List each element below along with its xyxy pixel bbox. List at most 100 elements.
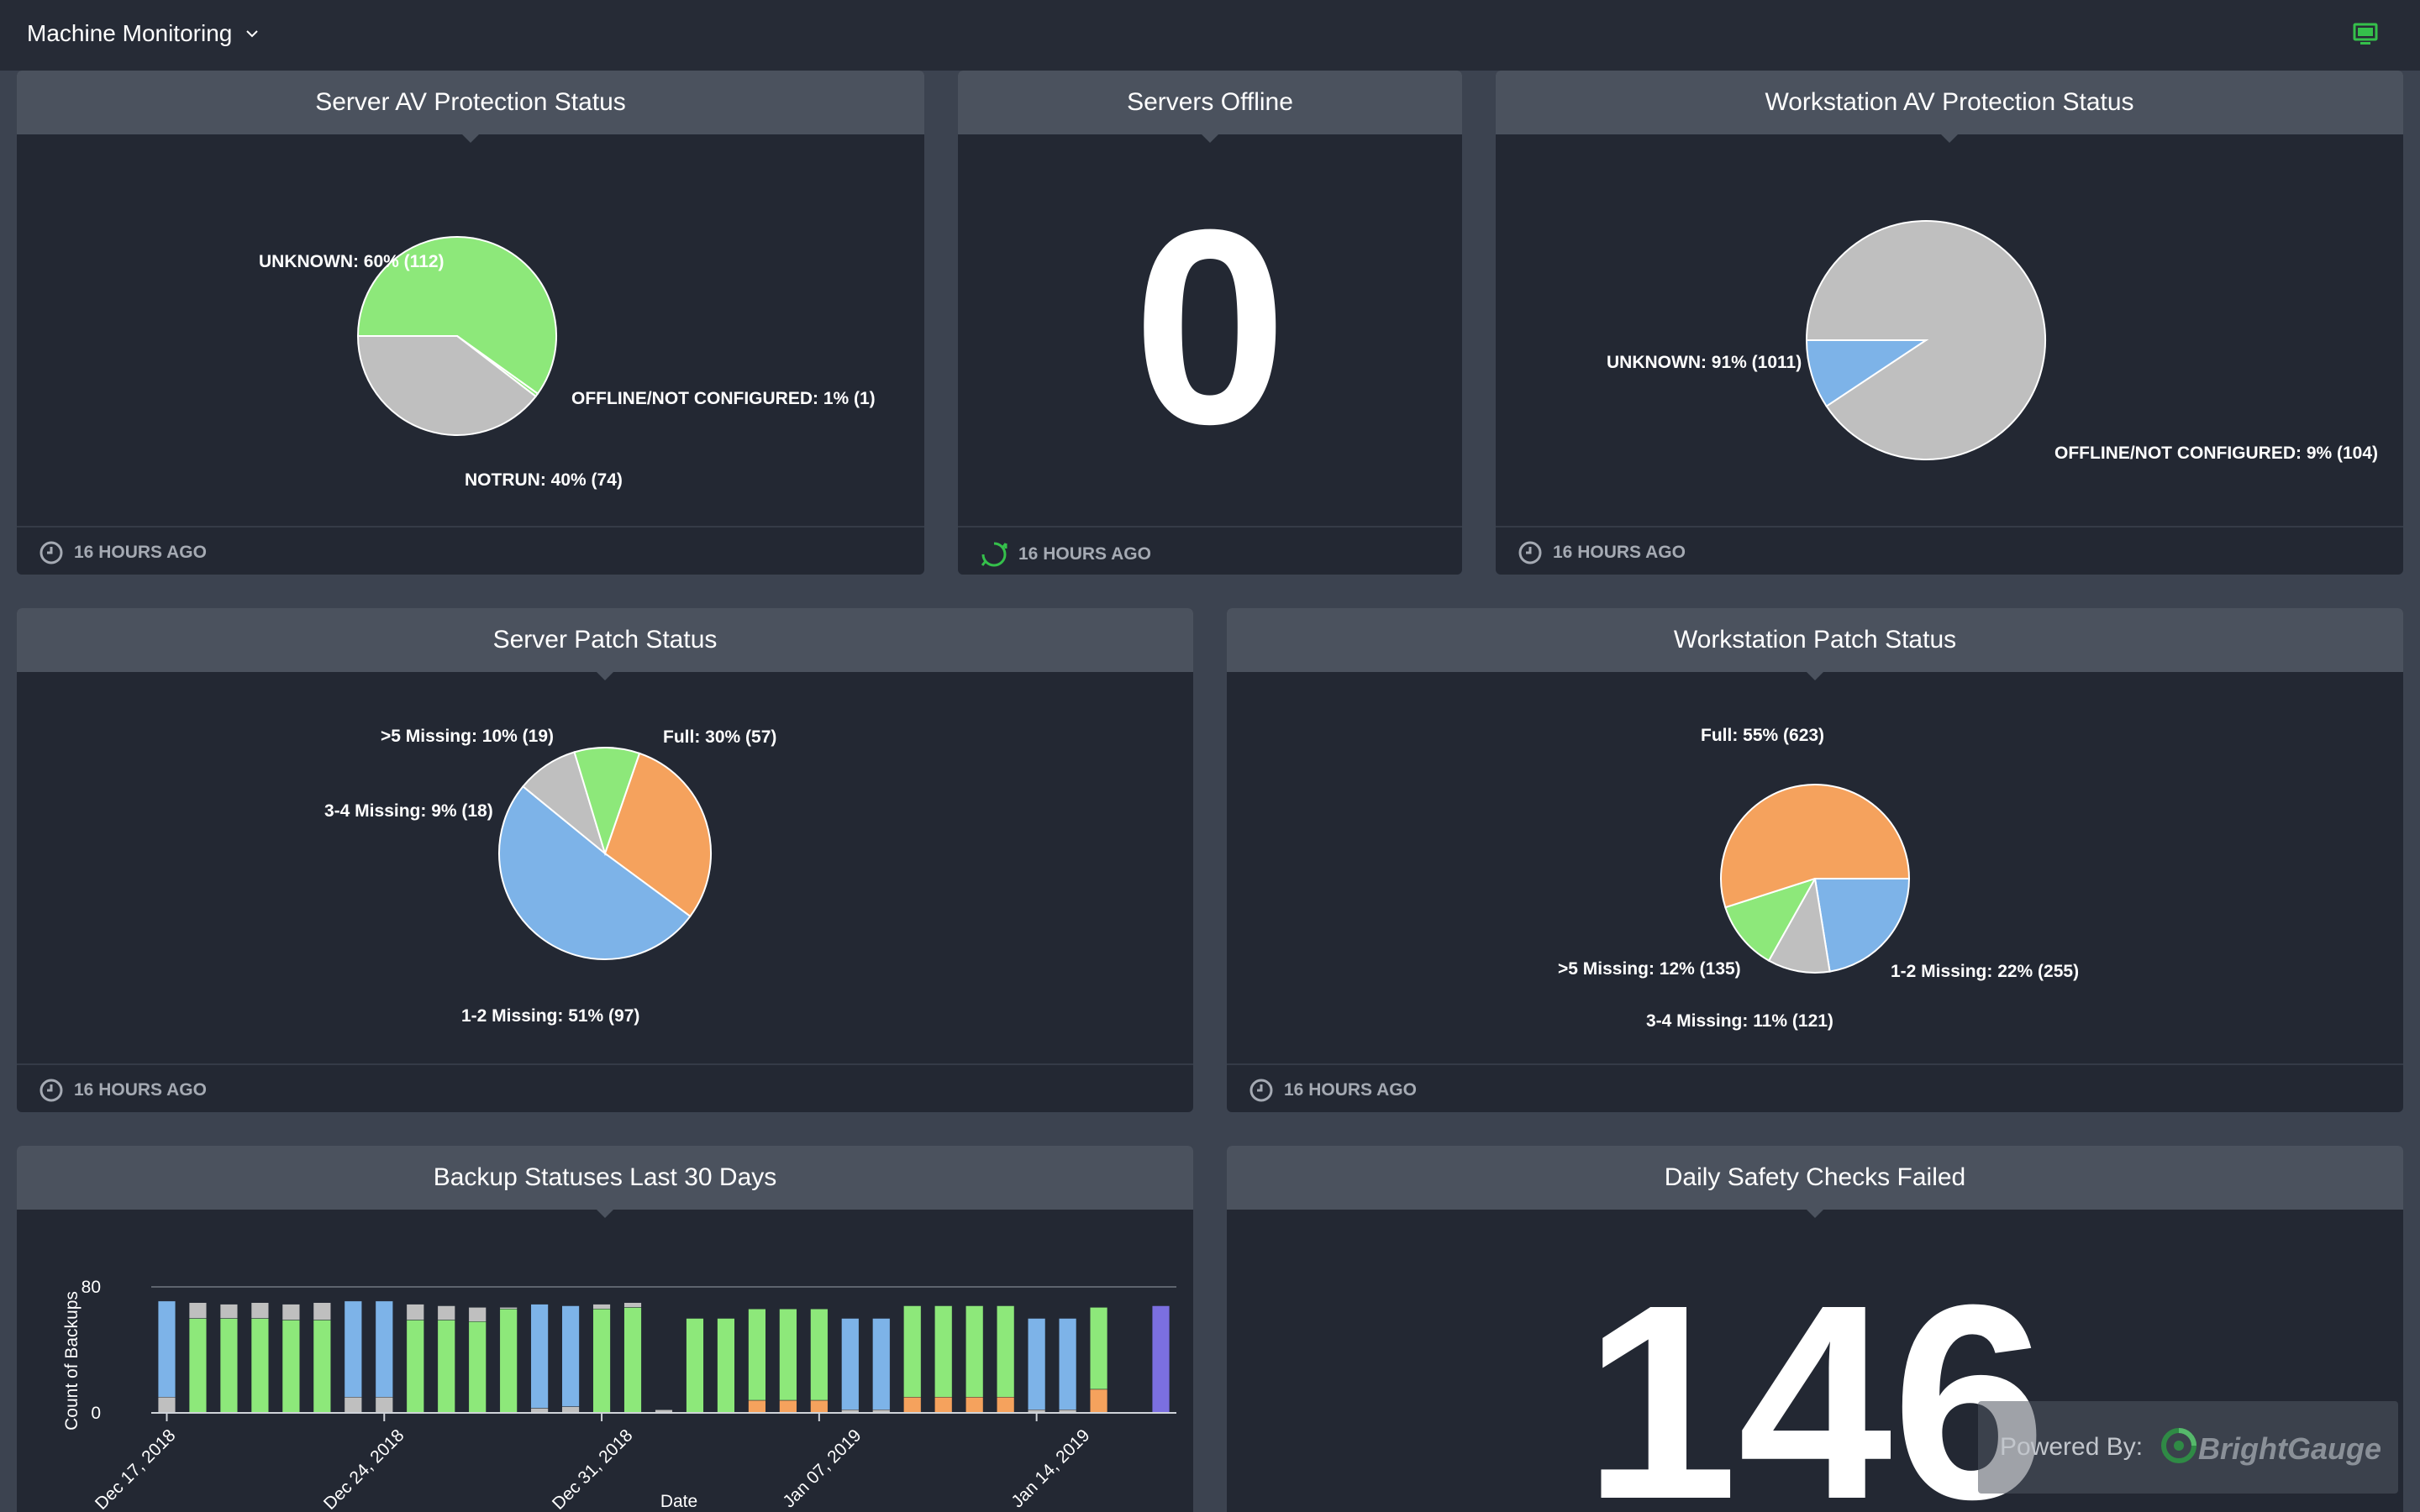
bar-segment[interactable] [872, 1318, 891, 1410]
bar-segment[interactable] [468, 1321, 487, 1414]
bar-segment[interactable] [561, 1305, 580, 1407]
bar-segment[interactable] [841, 1318, 860, 1410]
bar-segment[interactable] [1089, 1389, 1108, 1414]
pie-label-full: Full: 30% (57) [663, 727, 776, 747]
bar-segment[interactable] [157, 1300, 176, 1398]
bar-segment[interactable] [1028, 1318, 1046, 1410]
last-updated: 16 HOURS AGO [1553, 543, 1686, 562]
backup-status-card[interactable]: Backup Statuses Last 30 Days 80 0 Count … [17, 1146, 1193, 1512]
bar-segment[interactable] [623, 1307, 642, 1414]
bar-segment[interactable] [499, 1307, 518, 1310]
pie-label-offline: OFFLINE/NOT CONFIGURED: 1% (1) [571, 389, 876, 408]
bar-segment[interactable] [1059, 1318, 1077, 1410]
x-axis-label: Date [660, 1492, 697, 1511]
bar-segment[interactable] [997, 1305, 1015, 1398]
pie-slice-1-2-missing[interactable] [1813, 878, 1911, 973]
pie-slices [1805, 220, 2046, 460]
y-axis-label: Count of Backups [62, 1291, 82, 1431]
clock-icon [39, 541, 63, 564]
top-bar: Machine Monitoring [0, 0, 2420, 71]
pie-slice--5-missing[interactable] [573, 747, 641, 857]
bar-segment[interactable] [375, 1300, 393, 1398]
bar-segment[interactable] [188, 1318, 208, 1414]
bar-segment[interactable] [468, 1307, 487, 1322]
bar-segment[interactable] [344, 1397, 362, 1414]
bar-segment[interactable] [530, 1304, 549, 1409]
dashboard-selector[interactable]: Machine Monitoring [27, 20, 259, 47]
bar-segment[interactable] [934, 1305, 953, 1398]
bar-segment[interactable] [997, 1397, 1015, 1414]
bar-segment[interactable] [561, 1406, 580, 1414]
bar-segment[interactable] [592, 1309, 611, 1414]
bar-segment[interactable] [219, 1318, 239, 1414]
bar-segment[interactable] [686, 1318, 704, 1414]
pie-slice-notrun[interactable] [356, 335, 537, 436]
powered-by-badge[interactable]: Powered By: BrightGauge [1978, 1401, 2398, 1494]
clock-icon [1518, 541, 1542, 564]
x-tick-label: Dec 17, 2018 [92, 1425, 180, 1512]
bar-segment[interactable] [406, 1320, 424, 1414]
x-tick-label: Dec 24, 2018 [320, 1425, 408, 1512]
bar-segment[interactable] [313, 1302, 331, 1320]
bar-segment[interactable] [810, 1309, 829, 1401]
bar-segment[interactable] [623, 1302, 642, 1308]
card-title: Server AV Protection Status [17, 71, 924, 143]
bar-segment[interactable] [157, 1397, 176, 1414]
bar-segment[interactable] [903, 1305, 922, 1398]
bar-segment[interactable] [965, 1397, 984, 1414]
workstation-patch-card[interactable]: Workstation Patch Status Full: 55% (623)… [1227, 608, 2403, 1112]
pie-slice-full[interactable] [1720, 784, 1911, 909]
bar-segment[interactable] [903, 1397, 922, 1414]
card-title: Backup Statuses Last 30 Days [17, 1146, 1193, 1218]
safety-checks-value: 146 [1583, 1247, 2047, 1512]
bar-segment[interactable] [375, 1397, 393, 1414]
bar-segment[interactable] [810, 1399, 829, 1414]
clock-icon [39, 1079, 63, 1102]
bar-segment[interactable] [406, 1304, 424, 1320]
card-footer: 16 HOURS AGO [958, 526, 1462, 575]
x-tick-label: Dec 31, 2018 [549, 1425, 637, 1512]
pie-slices [498, 747, 712, 960]
workstation-av-card[interactable]: Workstation AV Protection Status UNKNOWN… [1496, 71, 2403, 575]
bar-segment[interactable] [281, 1304, 300, 1320]
bar-segment[interactable] [188, 1302, 208, 1319]
bar-segment[interactable] [779, 1399, 797, 1414]
bar-segment[interactable] [748, 1399, 766, 1414]
server-patch-card[interactable]: Server Patch Status >5 Missing: 10% (19)… [17, 608, 1193, 1112]
bar-segment[interactable] [1151, 1305, 1171, 1414]
servers-offline-card[interactable]: Servers Offline 0 16 HOURS AGO [958, 71, 1462, 575]
clock-icon [1249, 1079, 1273, 1102]
server-patch-pie-chart: >5 Missing: 10% (19) Full: 30% (57) 3-4 … [324, 727, 776, 1026]
bar-segment[interactable] [592, 1304, 611, 1310]
pie-label-m34: 3-4 Missing: 11% (121) [1646, 1011, 1833, 1031]
bar-segment[interactable] [437, 1305, 455, 1320]
bar-segment[interactable] [499, 1309, 518, 1414]
pie-slice-unknown[interactable] [356, 236, 557, 396]
bar-segment[interactable] [344, 1300, 362, 1398]
bar-segment[interactable] [437, 1320, 455, 1414]
pie-slices [1720, 784, 1911, 974]
bar-segment[interactable] [717, 1318, 735, 1414]
pie-slice-1-2-missing[interactable] [498, 785, 692, 960]
bar-segment[interactable] [281, 1320, 300, 1414]
bar-segment[interactable] [250, 1302, 269, 1319]
pie-label-m12: 1-2 Missing: 22% (255) [1891, 962, 2079, 981]
bar-segment[interactable] [934, 1397, 953, 1414]
pie-label-full: Full: 55% (623) [1701, 726, 1824, 745]
bar-segment[interactable] [965, 1305, 984, 1398]
servers-offline-value: 0 [1133, 171, 1287, 481]
pie-slice--5-missing[interactable] [1724, 877, 1818, 962]
bar-segment[interactable] [313, 1320, 331, 1414]
pie-slice-full[interactable] [603, 752, 712, 918]
bar-segment[interactable] [779, 1309, 797, 1401]
powered-by-text: Powered By: [2000, 1433, 2144, 1461]
bar-segment[interactable] [219, 1304, 239, 1319]
card-footer: 16 HOURS AGO [17, 1063, 1193, 1112]
bar-segment[interactable] [1089, 1307, 1108, 1390]
pie-slice-offline-not-configured[interactable] [1805, 339, 1929, 407]
monitor-icon[interactable] [2353, 22, 2378, 47]
server-av-card[interactable]: Server AV Protection Status UNKNOWN: 60%… [17, 71, 924, 575]
bar-segment[interactable] [250, 1318, 269, 1414]
pie-slice-3-4-missing[interactable] [1767, 876, 1831, 974]
bar-segment[interactable] [748, 1309, 766, 1401]
